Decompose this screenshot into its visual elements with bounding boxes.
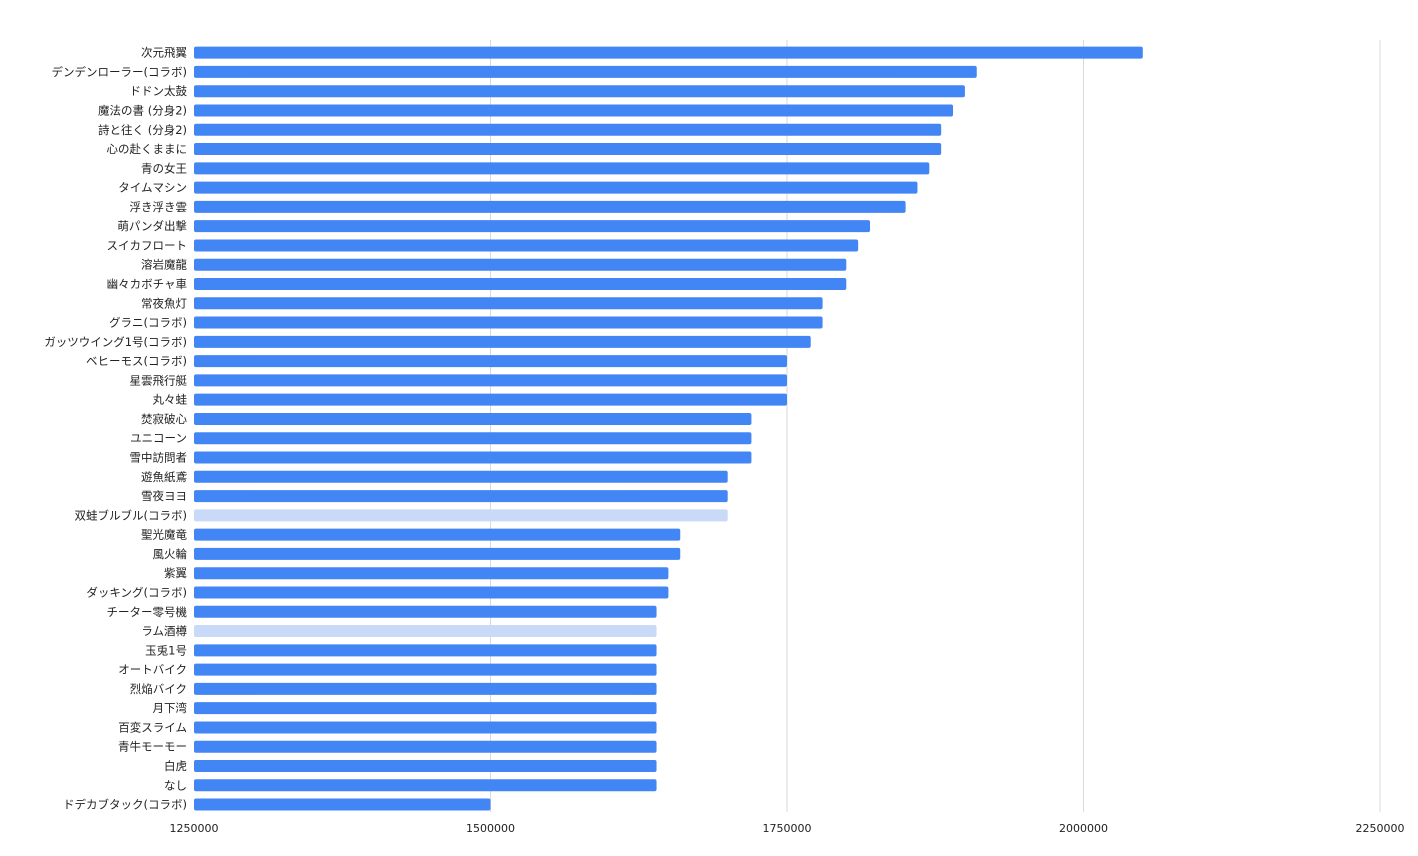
- bar: [194, 355, 787, 368]
- x-tick-label: 1500000: [466, 822, 515, 835]
- bar: [194, 644, 657, 657]
- category-label: 烈焔バイク: [130, 682, 187, 696]
- bar: [194, 278, 847, 290]
- category-label: 風火輪: [153, 547, 188, 561]
- category-label: ユニコーン: [130, 431, 187, 445]
- category-label: ガッツウイング1号(コラボ): [44, 335, 187, 349]
- category-label: ダッキング(コラボ): [86, 585, 187, 599]
- bar: [194, 393, 787, 406]
- bar: [194, 528, 681, 541]
- bar: [194, 412, 752, 425]
- category-label: 溶岩魔龍: [141, 258, 187, 272]
- category-label: スイカフロート: [107, 238, 188, 252]
- bar: [194, 297, 823, 310]
- bar: [194, 200, 906, 213]
- category-label: 心の赴くままに: [107, 142, 188, 156]
- x-tick-label: 2250000: [1356, 822, 1405, 835]
- bar: [194, 490, 728, 503]
- category-label: 常夜魚灯: [141, 296, 187, 310]
- bar: [194, 181, 918, 194]
- bar: [194, 143, 942, 156]
- category-label: タイムマシン: [118, 181, 187, 195]
- bar: [194, 374, 787, 387]
- category-label: 幽々カボチャ車: [107, 277, 187, 291]
- category-label: オートバイク: [118, 663, 187, 677]
- bar: [194, 46, 1143, 59]
- bar: [194, 760, 657, 772]
- category-label: ドドン太鼓: [130, 84, 188, 98]
- category-label: 雪夜ヨヨ: [141, 489, 187, 503]
- bar: [194, 740, 657, 753]
- category-label: 百変スライム: [118, 720, 187, 734]
- category-label: 星雲飛行艇: [130, 373, 188, 387]
- category-label: 双蛙ブルブル(コラボ): [75, 508, 187, 522]
- bar: [194, 567, 669, 580]
- bar: [194, 605, 657, 618]
- bar: [194, 65, 977, 78]
- bar: [194, 798, 491, 811]
- x-tick-label: 1750000: [763, 822, 812, 835]
- category-label: グラニ(コラボ): [109, 316, 187, 330]
- bar: [194, 721, 657, 734]
- category-label: 青牛モーモー: [118, 740, 187, 754]
- bar: [194, 104, 954, 117]
- category-label: チーター零号機: [107, 605, 188, 619]
- bar: [194, 220, 871, 233]
- bars: [194, 46, 1143, 811]
- grid-lines: [490, 40, 1381, 812]
- category-label: 萌パンダ出撃: [117, 219, 187, 233]
- bar: [194, 663, 657, 676]
- bar: [194, 239, 859, 252]
- category-label: 丸々蛙: [153, 393, 188, 407]
- category-label: ベヒーモス(コラボ): [86, 354, 187, 368]
- category-label: ラム酒樽: [141, 624, 187, 638]
- bar: [194, 470, 728, 483]
- category-label: デンデンローラー(コラボ): [52, 65, 187, 79]
- category-label: 青の女王: [141, 161, 187, 175]
- x-tick-label: 2000000: [1059, 822, 1108, 835]
- bar: [194, 316, 823, 329]
- category-label: 魔法の書 (分身2): [98, 103, 187, 117]
- bar: [194, 625, 657, 638]
- bar: [194, 451, 752, 464]
- bar: [194, 335, 811, 348]
- category-label: 月下湾: [153, 701, 188, 715]
- bar: [194, 682, 657, 695]
- category-label: 紫翼: [164, 566, 187, 580]
- bar: [194, 258, 847, 271]
- category-label: 白虎: [164, 759, 187, 773]
- bar: [194, 162, 930, 175]
- bar: [194, 702, 657, 715]
- bar: [194, 509, 728, 522]
- category-label: 焚寂破心: [141, 412, 187, 426]
- bar: [194, 779, 657, 792]
- category-label: ドデカブタック(コラボ): [63, 798, 187, 812]
- category-label: 次元飛翼: [141, 46, 187, 60]
- bar: [194, 547, 681, 560]
- x-axis-tick-labels: 1250000 1500000 1750000 2000000 2250000: [170, 822, 1405, 835]
- bar: [194, 432, 752, 445]
- category-label: 詩と往く (分身2): [98, 123, 187, 137]
- category-label: 玉兎1号: [145, 643, 187, 657]
- category-label: 雪中訪問者: [130, 451, 188, 465]
- x-tick-label: 1250000: [170, 822, 219, 835]
- category-label: 遊魚紙鳶: [141, 470, 187, 484]
- bar: [194, 586, 669, 599]
- bar: [194, 123, 942, 136]
- category-label: なし: [164, 778, 187, 792]
- category-label: 聖光魔竜: [141, 528, 187, 542]
- category-label: 浮き浮き雲: [130, 200, 188, 214]
- bar: [194, 85, 965, 98]
